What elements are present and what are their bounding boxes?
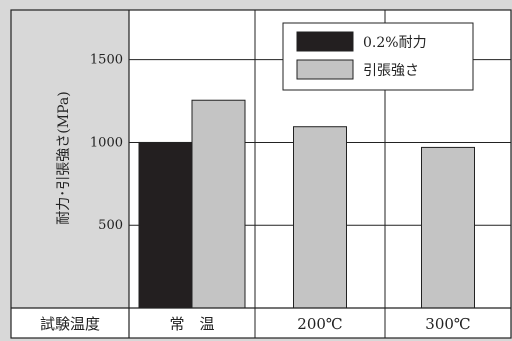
x-tick-labels: 常 温 200℃ 300℃ xyxy=(169,315,470,333)
outer-frame xyxy=(10,9,512,339)
category-label-cell xyxy=(11,308,129,338)
y-tick-500: 500 xyxy=(98,218,123,233)
plot-frame xyxy=(10,9,512,339)
x-tick-0: 常 温 xyxy=(169,315,214,333)
bar-0-0 xyxy=(138,141,193,309)
bar-1-0 xyxy=(191,99,246,309)
y-tick-labels: 500 1000 1500 xyxy=(90,53,123,234)
x-tick-1: 200℃ xyxy=(297,315,342,333)
y-axis-label: 耐力･引張強さ(MPa) xyxy=(56,91,72,224)
x-axis-label: 試験温度 xyxy=(40,315,100,333)
bars xyxy=(138,99,475,309)
bar-1-2 xyxy=(421,146,475,309)
legend-label-1: 引張強さ xyxy=(363,63,419,79)
y-tick-1500: 1500 xyxy=(90,53,123,68)
x-tick-2: 300℃ xyxy=(425,315,470,333)
legend-label-0: 0.2%耐力 xyxy=(363,35,427,51)
legend-swatch-0 xyxy=(296,31,354,52)
y-tick-1000: 1000 xyxy=(90,135,123,150)
legend-swatch-1 xyxy=(296,59,354,80)
bar-1-1 xyxy=(293,126,347,309)
